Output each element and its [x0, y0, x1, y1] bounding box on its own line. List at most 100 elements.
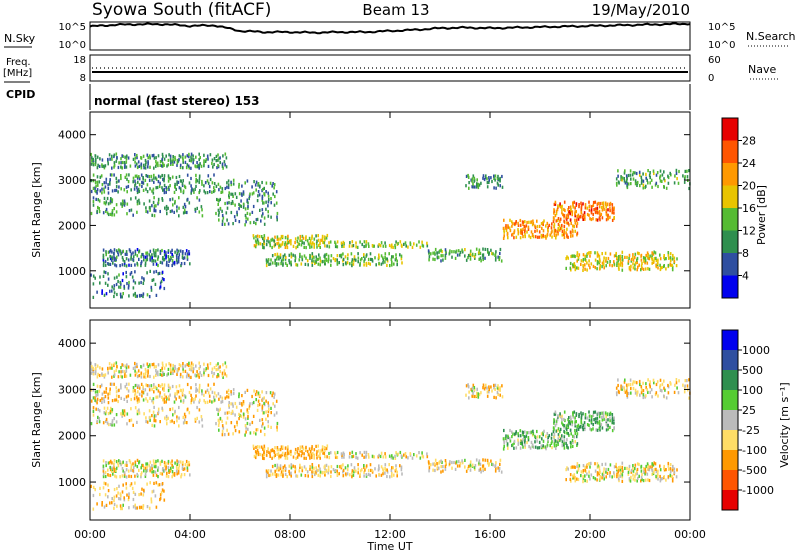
scatter-cell: [609, 209, 611, 213]
scatter-cell: [113, 495, 116, 499]
scatter-cell: [211, 158, 214, 162]
scatter-cell: [601, 415, 603, 419]
scatter-cell: [552, 426, 555, 430]
scatter-cell: [627, 261, 630, 265]
scatter-cell: [223, 369, 226, 373]
scatter-cell: [630, 182, 632, 186]
scatter-cell: [127, 258, 130, 262]
scatter-cell: [561, 223, 563, 228]
scatter-cell: [171, 475, 173, 479]
scatter-cell: [152, 259, 155, 263]
scatter-cell: [201, 179, 203, 184]
scatter-cell: [551, 440, 553, 444]
scatter-cell: [132, 505, 135, 509]
scatter-cell: [176, 248, 178, 252]
scatter-cell: [101, 400, 103, 404]
scatter-cell: [456, 464, 459, 468]
scatter-cell: [394, 246, 397, 250]
scatter-cell: [111, 408, 114, 412]
scatter-cell: [495, 186, 497, 190]
scatter-cell: [190, 361, 193, 365]
scatter-cell: [488, 390, 490, 394]
scatter-cell: [153, 405, 155, 409]
scatter-cell: [199, 189, 201, 193]
scatter-cell: [163, 400, 166, 404]
scatter-cell: [458, 464, 461, 468]
scatter-cell: [115, 460, 118, 464]
scatter-cell: [342, 252, 344, 256]
scatter-cell: [111, 166, 113, 170]
scatter-cell: [688, 169, 690, 173]
scatter-cell: [177, 471, 180, 475]
scatter-cell: [159, 175, 162, 179]
scatter-cell: [476, 393, 478, 398]
colorbar-frame: [721, 329, 739, 511]
scatter-cell: [101, 392, 104, 396]
scatter-cell: [359, 469, 362, 473]
scatter-cell: [584, 254, 586, 258]
scatter-cell: [204, 191, 207, 195]
scatter-cell: [688, 186, 690, 191]
scatter-cell: [280, 470, 283, 474]
scatter-cell: [113, 287, 115, 291]
scatter-cell: [224, 396, 227, 400]
scatter-cell: [578, 215, 580, 219]
scatter-cell: [221, 164, 224, 168]
scatter-cell: [176, 161, 179, 165]
scatter-cell: [467, 385, 470, 389]
scatter-cell: [605, 470, 607, 474]
scatter-cell: [144, 472, 147, 476]
scatter-cell: [324, 473, 326, 477]
scatter-cell: [128, 209, 131, 213]
scatter-cell: [198, 177, 201, 181]
scatter-cell: [471, 177, 474, 181]
scatter-cell: [621, 262, 624, 266]
colorbar-label: 500: [742, 364, 763, 377]
scatter-cell: [101, 187, 103, 191]
scatter-cell: [334, 240, 336, 244]
scatter-cell: [274, 258, 276, 262]
scatter-cell: [284, 241, 287, 245]
scatter-cell: [263, 411, 265, 415]
scatter-cell: [175, 469, 178, 473]
scatter-cell: [254, 245, 257, 249]
scatter-cell: [242, 412, 245, 416]
scatter-cell: [92, 388, 95, 392]
scatter-cell: [155, 262, 158, 266]
scatter-cell: [519, 236, 522, 240]
scatter-cell: [204, 181, 207, 185]
scatter-cell: [557, 440, 559, 444]
scatter-cell: [461, 461, 464, 465]
scatter-cell: [178, 367, 180, 371]
scatter-cell: [473, 466, 476, 470]
scatter-cell: [141, 394, 143, 398]
scatter-cell: [569, 218, 572, 222]
scatter-cell: [542, 222, 544, 226]
scatter-cell: [312, 241, 314, 245]
scatter-cell: [548, 434, 551, 438]
scatter-cell: [147, 162, 149, 166]
scatter-cell: [301, 466, 303, 470]
scatter-cell: [542, 433, 544, 437]
scatter-cell: [216, 407, 218, 411]
scatter-cell: [574, 479, 577, 483]
scatter-cell: [145, 416, 147, 420]
scatter-cell: [151, 414, 153, 418]
scatter-cell: [240, 402, 243, 406]
scatter-cell: [99, 366, 101, 370]
scatter-cell: [309, 450, 312, 454]
scatter-cell: [426, 241, 428, 245]
scatter-cell: [120, 161, 122, 165]
scatter-cell: [344, 255, 347, 259]
scatter-cell: [90, 388, 93, 392]
scatter-cell: [578, 205, 580, 209]
scatter-cell: [421, 454, 424, 458]
scatter-cell: [157, 180, 160, 184]
scatter-cell: [277, 262, 280, 266]
scatter-cell: [213, 162, 215, 167]
scatter-cell: [174, 366, 176, 371]
scatter-cell: [143, 375, 145, 379]
scatter-cell: [134, 164, 137, 168]
scatter-cell: [388, 454, 391, 458]
